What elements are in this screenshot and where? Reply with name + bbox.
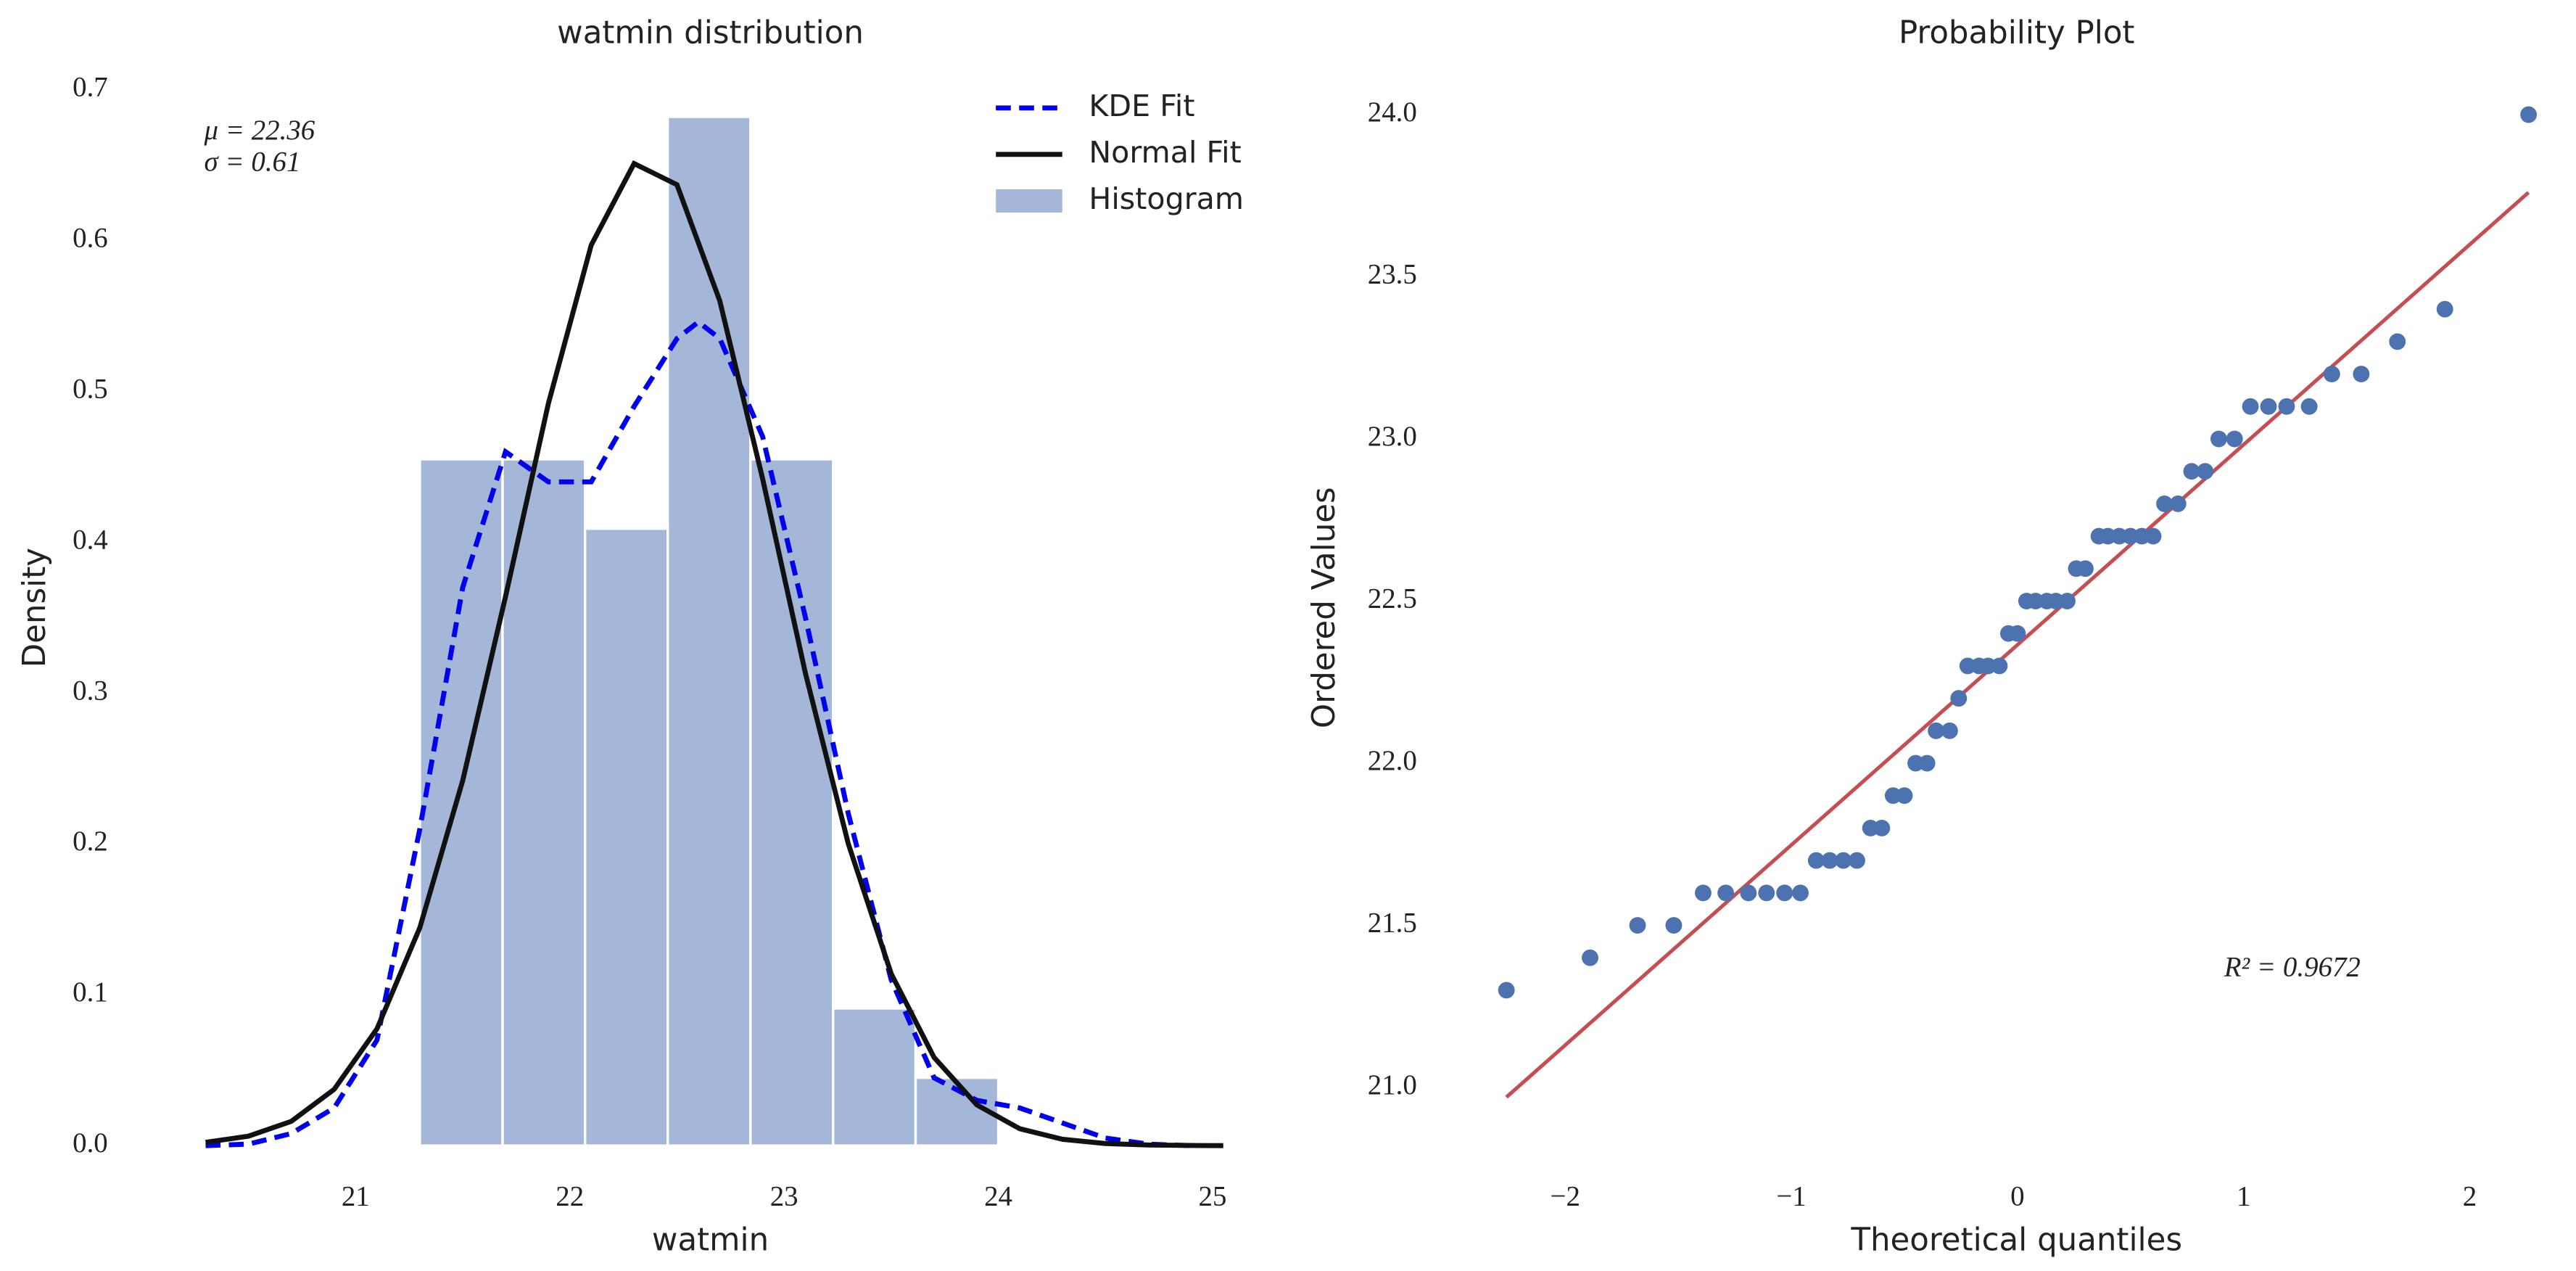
point: [2144, 527, 2162, 545]
point: [2323, 366, 2340, 383]
point: [1918, 754, 1936, 772]
point: [2260, 398, 2277, 415]
point: [2353, 366, 2370, 383]
point: [1776, 884, 1793, 902]
y-tick-label: 23.5: [1368, 258, 1417, 289]
point: [2520, 106, 2538, 123]
y-tick-label: 0.2: [73, 826, 108, 857]
y-axis-label: Density: [17, 548, 53, 667]
histogram-bar: [583, 527, 669, 1147]
legend-swatch: [996, 189, 1062, 213]
x-tick-label: 22: [556, 1180, 584, 1212]
y-tick-label: 0.3: [73, 675, 108, 706]
y-tick-label: 0.4: [73, 524, 108, 555]
y-tick-label: 21.5: [1368, 907, 1417, 938]
point: [2156, 495, 2173, 512]
point: [1694, 884, 1712, 902]
histogram-bar: [501, 458, 587, 1147]
curve: [205, 318, 1192, 1148]
point: [2076, 560, 2094, 577]
histogram-bar: [749, 458, 835, 1147]
fit-line: [1505, 191, 2530, 1099]
point: [1758, 884, 1775, 902]
point: [1792, 884, 1809, 902]
histogram-bar: [666, 115, 752, 1147]
x-tick-label: 25: [1199, 1180, 1227, 1212]
point: [2226, 430, 2243, 448]
y-axis-label: Ordered Values: [1306, 487, 1342, 728]
y-tick-label: 0.5: [73, 373, 108, 404]
x-tick-label: −2: [1551, 1180, 1580, 1212]
point: [2169, 495, 2187, 512]
y-tick-label: 0.0: [73, 1127, 108, 1159]
y-tick-label: 23.0: [1368, 421, 1417, 452]
y-tick-label: 22.0: [1368, 745, 1417, 776]
y-tick-label: 0.1: [73, 976, 108, 1008]
histogram-bar: [832, 1007, 917, 1147]
point: [2009, 625, 2026, 642]
y-tick-label: 24.0: [1368, 96, 1417, 128]
chart-title: watmin distribution: [557, 15, 864, 52]
x-tick-label: 23: [770, 1180, 798, 1212]
x-tick-label: 21: [342, 1180, 370, 1212]
point: [1807, 852, 1825, 869]
curve: [205, 160, 1223, 1148]
point: [1849, 852, 1865, 869]
legend-label: Histogram: [1089, 181, 1244, 216]
y-tick-label: 21.0: [1368, 1069, 1417, 1101]
point: [1950, 690, 1968, 707]
point: [1717, 884, 1735, 902]
point: [2300, 398, 2318, 415]
x-tick-label: 1: [2237, 1180, 2250, 1212]
point: [1835, 852, 1852, 869]
point: [2197, 463, 2214, 480]
annotation: σ = 0.61: [205, 147, 301, 178]
point: [2183, 463, 2200, 480]
x-tick-label: −1: [1776, 1180, 1806, 1212]
legend-label: KDE Fit: [1089, 89, 1194, 123]
point: [1896, 787, 1913, 805]
legend-label: Normal Fit: [1089, 135, 1241, 170]
point: [1928, 722, 1945, 739]
annotation: μ = 22.36: [204, 115, 315, 146]
point: [2389, 333, 2406, 350]
point: [1941, 722, 1958, 739]
point: [2278, 398, 2295, 415]
annotation: R² = 0.9672: [2224, 952, 2361, 983]
point: [2436, 300, 2453, 318]
point: [1629, 917, 1646, 934]
y-tick-label: 0.7: [73, 72, 108, 103]
histogram-bar: [418, 458, 504, 1147]
chart-title: Probability Plot: [1899, 15, 2135, 52]
point: [1821, 852, 1838, 869]
point: [1665, 917, 1683, 934]
point: [1582, 949, 1598, 966]
point: [2059, 593, 2076, 609]
point: [1991, 657, 2008, 675]
x-tick-label: 0: [2010, 1180, 2024, 1212]
y-tick-label: 22.5: [1368, 583, 1417, 614]
x-axis-label: Theoretical quantiles: [1850, 1222, 2182, 1258]
point: [1740, 884, 1757, 902]
point: [2210, 430, 2227, 448]
x-tick-label: 2: [2463, 1180, 2477, 1212]
point: [1498, 982, 1515, 999]
y-tick-label: 0.6: [73, 222, 108, 253]
x-axis-label: watmin: [652, 1222, 769, 1258]
point: [2242, 398, 2259, 415]
point: [1873, 819, 1891, 836]
x-tick-label: 24: [984, 1180, 1012, 1212]
